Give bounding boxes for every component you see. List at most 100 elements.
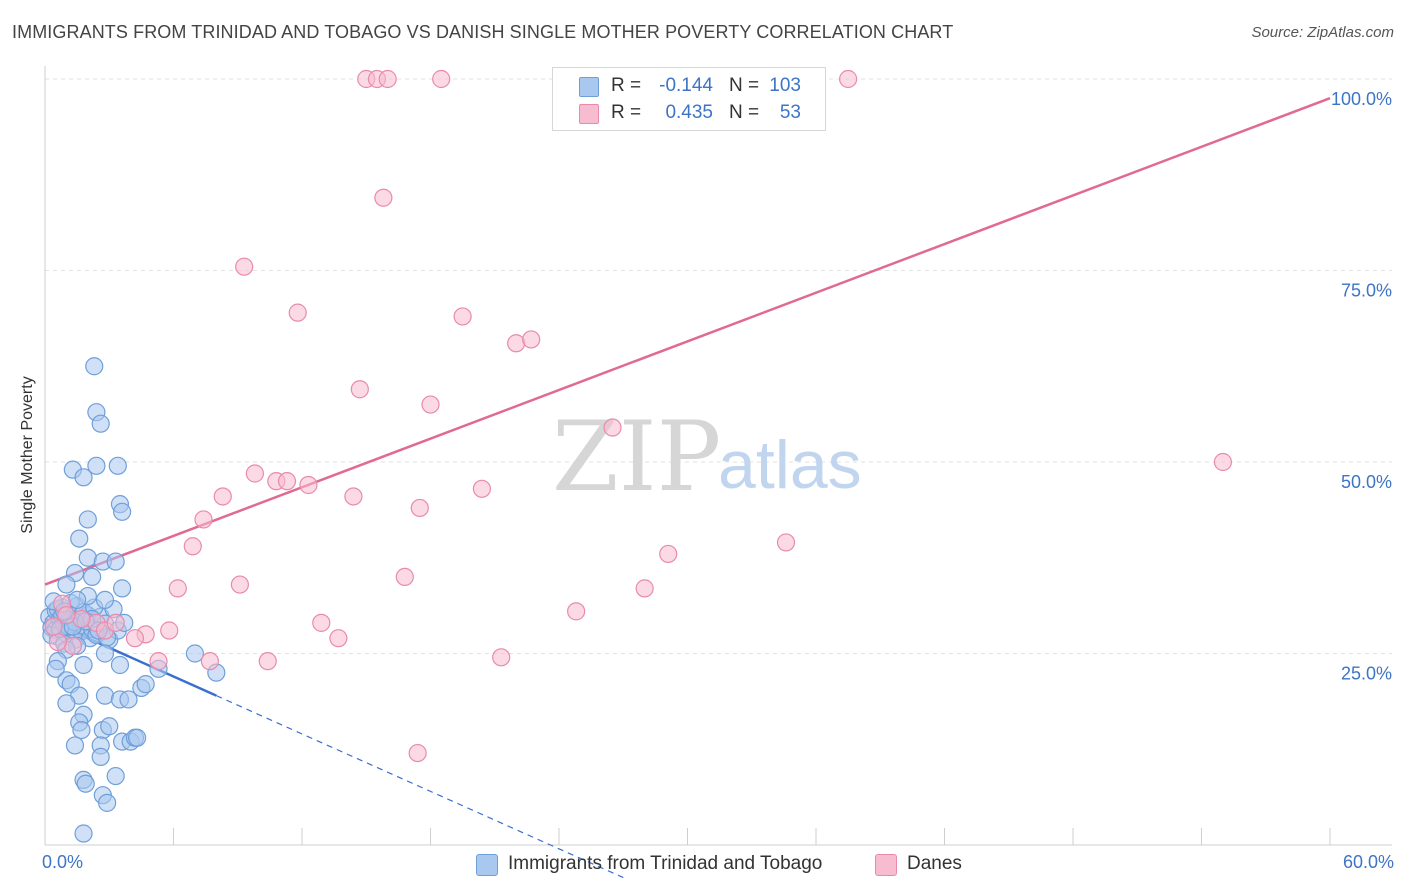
series-danes-points xyxy=(44,69,1233,763)
point-danes xyxy=(106,613,125,632)
point-danes xyxy=(567,602,586,621)
series-label-immigrants: Immigrants from Trinidad and Tobago xyxy=(508,853,823,874)
point-immigrants xyxy=(127,728,147,747)
chart-title: IMMIGRANTS FROM TRINIDAD AND TOBAGO VS D… xyxy=(12,22,954,42)
point-danes xyxy=(245,464,264,483)
point-danes xyxy=(168,579,187,598)
legend-n-label: N = xyxy=(729,102,760,123)
point-immigrants xyxy=(85,357,104,376)
point-immigrants xyxy=(95,644,115,663)
legend-n-value: 53 xyxy=(779,102,801,123)
point-danes xyxy=(492,648,511,667)
point-danes xyxy=(432,69,451,89)
legend-row-danes: R = 0.435 N = 53 xyxy=(553,99,825,127)
stats-legend: R = -0.144 N = 103 R = 0.435 N = 53 xyxy=(552,67,826,131)
x-tick-label-min: 0.0% xyxy=(42,852,84,872)
series-swatch-immigrants xyxy=(476,854,498,876)
point-danes xyxy=(57,606,76,625)
y-tick-labels: 25.0% 50.0% 75.0% 100.0% xyxy=(1331,89,1392,684)
series-label-danes: Danes xyxy=(907,853,962,874)
point-immigrants xyxy=(112,579,132,598)
data-points xyxy=(40,69,1233,843)
point-immigrants xyxy=(78,510,97,529)
point-danes xyxy=(299,475,318,495)
point-immigrants xyxy=(110,655,130,675)
point-immigrants xyxy=(136,675,155,694)
point-immigrants xyxy=(98,793,117,812)
legend-r-label: R = xyxy=(611,75,642,96)
point-immigrants xyxy=(108,456,127,475)
point-immigrants xyxy=(70,529,89,548)
point-immigrants xyxy=(72,720,91,740)
point-danes xyxy=(48,632,67,652)
point-immigrants xyxy=(106,552,125,571)
point-immigrants xyxy=(91,747,110,767)
watermark-atlas: atlas xyxy=(718,427,862,503)
series-swatch-danes xyxy=(875,854,897,876)
point-danes xyxy=(507,334,526,353)
point-immigrants xyxy=(57,575,76,594)
point-immigrants xyxy=(74,655,93,675)
point-danes xyxy=(329,629,348,648)
point-danes xyxy=(635,579,654,598)
point-danes xyxy=(277,472,297,491)
legend-n-value: 103 xyxy=(769,75,801,96)
point-danes xyxy=(149,652,168,671)
trend-line-immigrants-extension xyxy=(216,695,624,879)
point-danes xyxy=(288,303,307,322)
point-danes xyxy=(410,498,429,518)
point-immigrants xyxy=(95,590,115,609)
point-danes xyxy=(421,395,440,414)
point-immigrants xyxy=(95,686,115,705)
point-danes xyxy=(408,743,427,763)
y-tick-label: 50.0% xyxy=(1341,472,1392,492)
point-immigrants xyxy=(46,659,65,678)
legend-n-label: N = xyxy=(729,75,760,96)
point-danes xyxy=(160,621,179,640)
point-immigrants xyxy=(119,690,138,709)
point-immigrants xyxy=(76,774,95,793)
point-immigrants xyxy=(83,567,102,587)
y-tick-label: 100.0% xyxy=(1331,89,1392,109)
series-legend: Immigrants from Trinidad and Tobago Dane… xyxy=(0,852,1406,878)
point-danes xyxy=(378,69,397,89)
y-tick-label: 75.0% xyxy=(1341,281,1392,301)
point-immigrants xyxy=(87,456,106,475)
point-danes xyxy=(44,617,63,636)
y-tick-label: 25.0% xyxy=(1341,664,1392,684)
point-danes xyxy=(63,636,82,655)
point-danes xyxy=(374,188,393,207)
point-immigrants xyxy=(65,736,85,755)
point-danes xyxy=(200,652,220,671)
grid-lines xyxy=(45,78,1392,654)
point-danes xyxy=(125,629,145,648)
point-danes xyxy=(472,479,491,498)
point-immigrants xyxy=(74,468,93,487)
legend-r-value: 0.435 xyxy=(665,102,713,123)
point-danes xyxy=(776,533,796,552)
point-danes xyxy=(839,69,858,89)
point-danes xyxy=(230,575,249,594)
legend-row-immigrants: R = -0.144 N = 103 xyxy=(553,72,825,100)
point-danes xyxy=(344,487,363,506)
point-danes xyxy=(603,418,622,437)
point-danes xyxy=(312,613,331,632)
point-immigrants xyxy=(112,502,132,521)
point-danes xyxy=(659,544,678,564)
point-immigrants xyxy=(185,644,205,663)
legend-swatch-immigrants xyxy=(579,77,599,97)
point-immigrants xyxy=(100,717,119,736)
point-danes xyxy=(1213,452,1233,472)
point-danes xyxy=(350,380,369,399)
axes xyxy=(44,66,1392,846)
point-danes xyxy=(235,257,254,276)
point-immigrants xyxy=(57,694,76,713)
legend-r-value: -0.144 xyxy=(659,75,713,96)
legend-r-label: R = xyxy=(611,102,642,123)
point-danes xyxy=(194,510,213,529)
legend-swatch-danes xyxy=(579,104,599,124)
point-danes xyxy=(522,330,541,349)
point-danes xyxy=(72,609,91,629)
point-immigrants xyxy=(78,548,97,567)
